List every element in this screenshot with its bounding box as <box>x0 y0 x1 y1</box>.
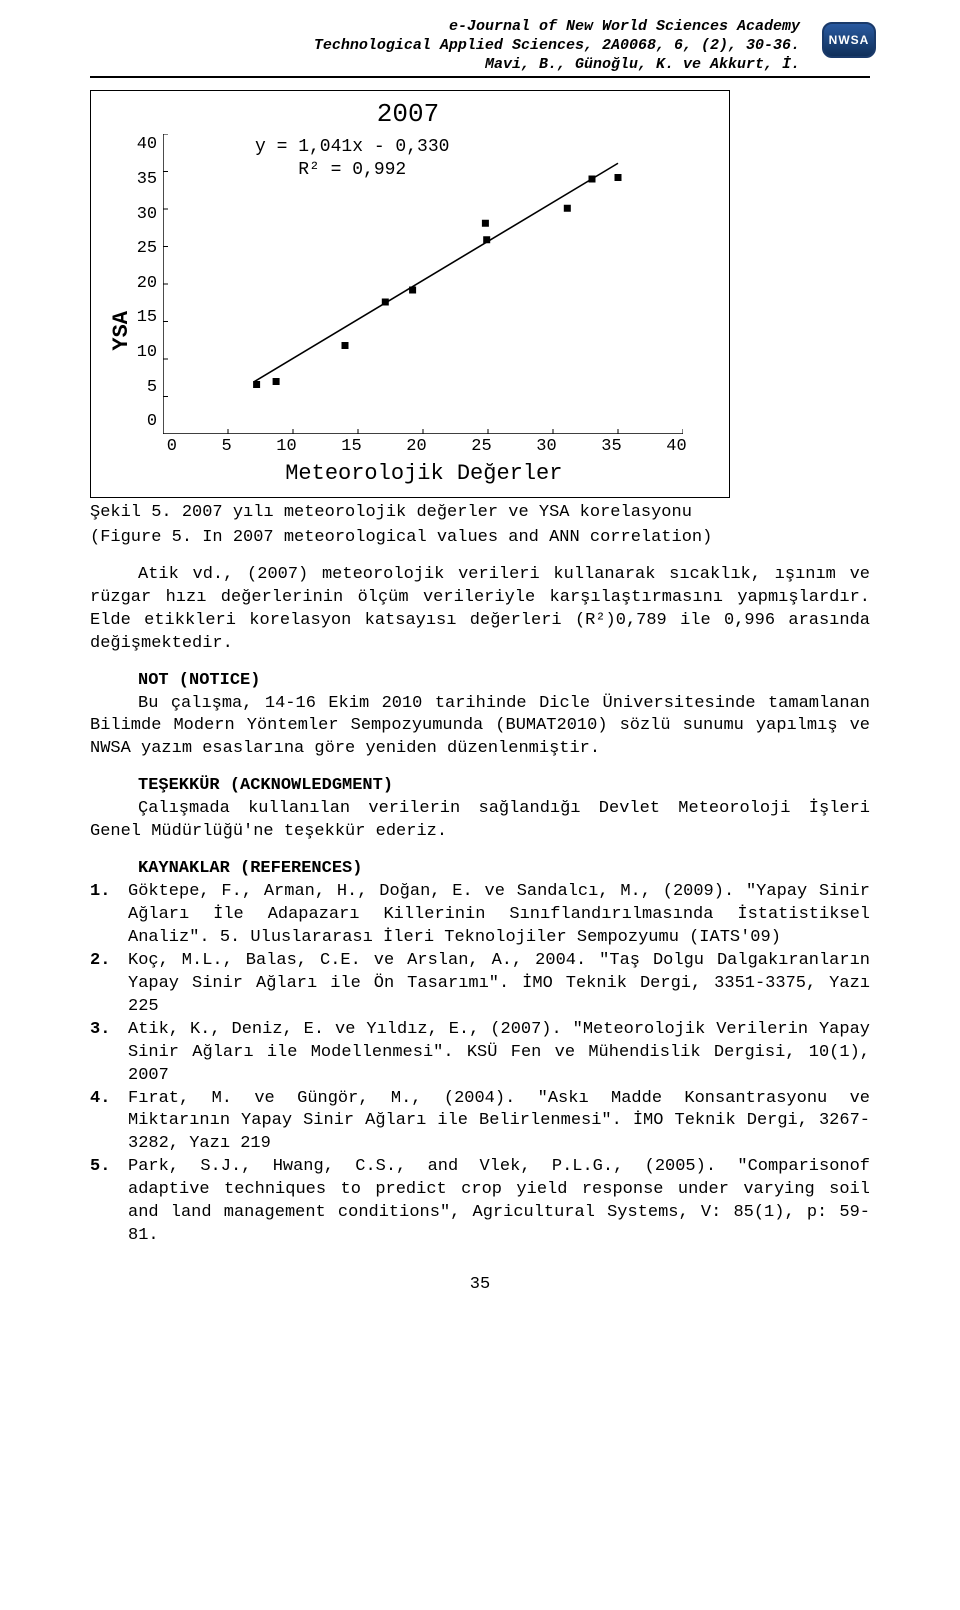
reference-item: Park, S.J., Hwang, C.S., and Vlek, P.L.G… <box>90 1156 870 1248</box>
references-heading: KAYNAKLAR (REFERENCES) <box>90 858 870 881</box>
x-tick-label: 40 <box>666 436 686 459</box>
references-list: Göktepe, F., Arman, H., Doğan, E. ve San… <box>90 881 870 1248</box>
notice-heading: NOT (NOTICE) <box>90 670 870 693</box>
header-line-3: Mavi, B., Günoğlu, K. ve Akkurt, İ. <box>90 56 800 75</box>
reference-item: Koç, M.L., Balas, C.E. ve Arslan, A., 20… <box>90 950 870 1019</box>
x-tick-label: 10 <box>276 436 296 459</box>
x-tick-label: 0 <box>167 436 177 459</box>
x-tick-label: 35 <box>601 436 621 459</box>
notice-body: Bu çalışma, 14-16 Ekim 2010 tarihinde Di… <box>90 693 870 762</box>
x-tick-label: 15 <box>341 436 361 459</box>
acknowledgment-body: Çalışmada kullanılan verilerin sağlandığ… <box>90 798 870 844</box>
header-line-1: e-Journal of New World Sciences Academy <box>90 18 800 37</box>
header-rule <box>90 76 870 78</box>
x-tick-label: 5 <box>221 436 231 459</box>
y-tick-label: 35 <box>137 169 157 192</box>
x-tick-label: 20 <box>406 436 426 459</box>
y-tick-label: 15 <box>137 307 157 330</box>
x-tick-label: 25 <box>471 436 491 459</box>
y-tick-label: 10 <box>137 342 157 365</box>
reference-item: Göktepe, F., Arman, H., Doğan, E. ve San… <box>90 881 870 950</box>
reference-item: Atik, K., Deniz, E. ve Yıldız, E., (2007… <box>90 1019 870 1088</box>
reference-item: Fırat, M. ve Güngör, M., (2004). "Askı M… <box>90 1088 870 1157</box>
y-tick-label: 40 <box>137 134 157 157</box>
y-tick-label: 25 <box>137 238 157 261</box>
acknowledgment-heading: TEŞEKKÜR (ACKNOWLEDGMENT) <box>90 775 870 798</box>
header-line-2: Technological Applied Sciences, 2A0068, … <box>90 37 800 56</box>
x-tick-label: 30 <box>536 436 556 459</box>
y-tick-label: 5 <box>147 377 157 400</box>
chart-equation: y = 1,041x - 0,330 R² = 0,992 <box>255 136 449 181</box>
y-tick-label: 0 <box>147 411 157 434</box>
chart-y-ticks: 40 35 30 25 20 15 10 5 0 <box>137 134 163 434</box>
chart-y-label: YSA <box>105 134 137 489</box>
figure-caption-line2: (Figure 5. In 2007 meteorological values… <box>90 527 870 550</box>
paragraph-atik: Atik vd., (2007) meteorolojik verileri k… <box>90 564 870 656</box>
chart-title: 2007 <box>105 97 711 132</box>
chart-x-label: Meteorolojik Değerler <box>137 459 711 489</box>
figure-caption-line1: Şekil 5. 2007 yılı meteorolojik değerler… <box>90 502 870 525</box>
page-number: 35 <box>90 1274 870 1297</box>
chart-x-ticks: 0 5 10 15 20 25 30 35 40 <box>167 434 687 459</box>
journal-header: e-Journal of New World Sciences Academy … <box>90 18 870 78</box>
y-tick-label: 30 <box>137 204 157 227</box>
y-tick-label: 20 <box>137 273 157 296</box>
nwsa-logo: NWSA <box>822 22 876 58</box>
figure-5-chart: 2007 y = 1,041x - 0,330 R² = 0,992 YSA 4… <box>90 90 730 498</box>
